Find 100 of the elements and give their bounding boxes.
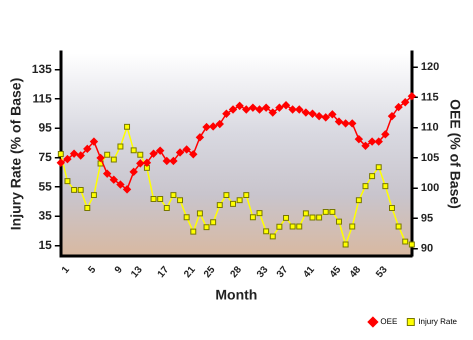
point xyxy=(316,214,322,220)
point xyxy=(283,214,289,221)
x-tick-label: 53 xyxy=(374,264,390,280)
point xyxy=(162,156,171,165)
x-tick-label: 45 xyxy=(328,264,344,280)
y2-tick-label: 95 xyxy=(420,212,434,224)
point xyxy=(130,147,137,154)
point xyxy=(71,186,78,193)
point xyxy=(83,144,92,153)
point xyxy=(76,151,85,160)
point xyxy=(136,159,144,168)
point xyxy=(348,119,356,128)
point xyxy=(270,233,276,240)
point xyxy=(401,98,410,106)
point xyxy=(362,183,368,190)
point xyxy=(84,205,90,211)
point xyxy=(90,192,97,198)
point xyxy=(396,223,402,230)
point xyxy=(202,123,211,132)
point xyxy=(282,101,290,110)
point xyxy=(402,238,408,245)
point xyxy=(222,110,230,118)
x-tick-label: 13 xyxy=(129,264,145,280)
point xyxy=(177,197,184,204)
y2-tick-label: 110 xyxy=(420,122,439,134)
point xyxy=(290,223,296,230)
point xyxy=(295,106,304,114)
point xyxy=(276,224,282,230)
y-tick-label: 95 xyxy=(38,120,52,135)
point xyxy=(308,110,316,118)
point xyxy=(376,164,382,170)
x-tick-label: 37 xyxy=(274,264,291,280)
point xyxy=(176,148,184,156)
point xyxy=(388,112,396,120)
point xyxy=(229,106,238,114)
point xyxy=(361,142,370,150)
point xyxy=(389,205,395,211)
legend-label: OEE xyxy=(380,317,398,326)
point xyxy=(156,146,164,155)
point xyxy=(275,104,284,112)
point xyxy=(236,197,243,204)
point xyxy=(322,113,330,122)
point xyxy=(157,196,164,202)
point xyxy=(90,138,98,146)
point xyxy=(322,208,329,215)
point xyxy=(210,219,216,226)
point xyxy=(263,228,270,234)
point xyxy=(250,214,256,220)
x-axis-title: Month xyxy=(215,286,258,302)
point xyxy=(170,192,176,198)
point xyxy=(334,118,343,126)
point xyxy=(110,176,118,184)
point xyxy=(381,130,390,138)
point xyxy=(190,228,196,235)
point xyxy=(369,173,376,180)
point xyxy=(328,110,336,118)
point xyxy=(116,180,124,189)
x-tick-label: 21 xyxy=(182,264,198,280)
point xyxy=(394,103,403,112)
x-tick-label: 25 xyxy=(202,264,218,280)
point xyxy=(204,224,210,230)
point xyxy=(150,196,157,202)
point xyxy=(288,106,297,114)
point xyxy=(209,122,218,130)
y-tick-label: 75 xyxy=(38,150,52,164)
y-tick-label: 55 xyxy=(38,179,52,194)
point xyxy=(216,120,224,128)
point xyxy=(256,106,264,114)
y-tick-label: 135 xyxy=(32,62,52,76)
legend-label: Injury Rate xyxy=(418,317,458,326)
point xyxy=(382,183,388,190)
point xyxy=(329,208,336,215)
point xyxy=(349,223,356,230)
point xyxy=(142,158,151,167)
point xyxy=(103,170,112,178)
point xyxy=(302,108,310,117)
point xyxy=(184,214,190,220)
point xyxy=(64,178,70,184)
x-tick-label: 9 xyxy=(112,264,126,276)
point xyxy=(123,185,132,194)
point xyxy=(354,135,363,144)
point xyxy=(130,168,138,176)
point xyxy=(169,156,178,165)
point xyxy=(223,192,230,198)
y-tick-label: 115 xyxy=(32,91,52,106)
point xyxy=(182,145,191,154)
point xyxy=(70,150,78,158)
point xyxy=(124,124,130,130)
point xyxy=(248,104,257,112)
point xyxy=(110,156,117,163)
point xyxy=(310,214,316,220)
point xyxy=(216,202,223,208)
y2-tick-label: 105 xyxy=(420,152,440,164)
point xyxy=(342,242,349,248)
point xyxy=(268,108,277,117)
y2-tick-label: 120 xyxy=(420,61,440,74)
point xyxy=(356,197,362,204)
point xyxy=(63,155,72,164)
point xyxy=(189,150,198,158)
point xyxy=(196,210,203,216)
